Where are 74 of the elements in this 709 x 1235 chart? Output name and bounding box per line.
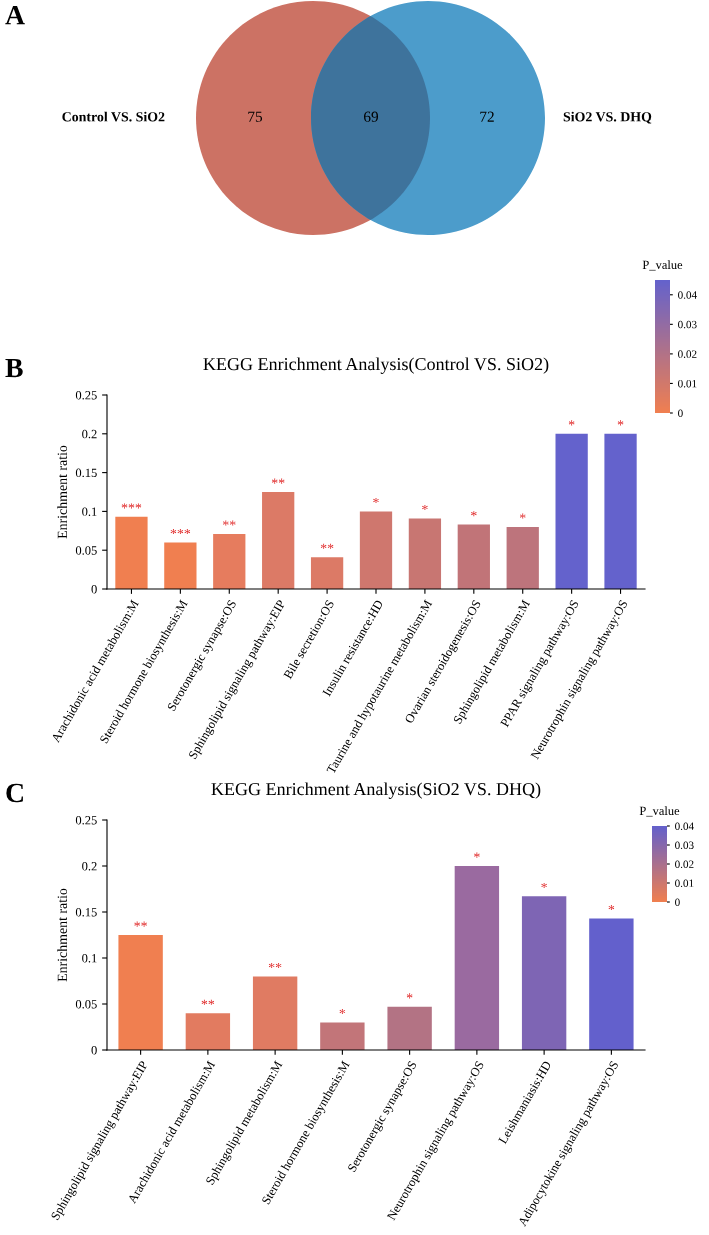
y-tick-label: 0.15 — [75, 908, 97, 917]
y-tick-label: 0.1 — [82, 507, 97, 516]
data-label: * — [617, 420, 624, 426]
data-label: * — [541, 882, 547, 889]
bar — [164, 542, 197, 589]
color-bar-label: 0.03 — [675, 841, 694, 850]
y-axis-title: Enrichment ratio — [57, 445, 68, 539]
y-tick-label: 0.05 — [75, 546, 97, 555]
y-axis-title: Enrichment ratio — [57, 888, 68, 982]
bar — [408, 518, 442, 589]
data-label: * — [519, 513, 526, 519]
y-tick-label: 0.05 — [75, 1000, 97, 1009]
bar — [555, 433, 588, 589]
bar — [454, 866, 500, 1050]
color-bar-label: 0.04 — [678, 291, 697, 299]
bar — [604, 433, 637, 589]
chart-title: KEGG Enrichment Analysis(SiO2 VS. DHQ) — [211, 782, 541, 799]
color-bar-label: 0.02 — [675, 860, 694, 869]
bar — [387, 1006, 432, 1050]
color-bar-label: 0 — [675, 898, 680, 906]
chart-title: KEGG Enrichment Analysis(Control VS. SiO2) — [203, 357, 549, 374]
color-bar-title: P_value — [642, 260, 683, 271]
data-label: * — [406, 993, 413, 999]
text: A — [5, 5, 25, 25]
y-tick-label: 0.2 — [82, 429, 97, 439]
category-label: SiO2 VS. DHQ — [563, 111, 652, 124]
data-label: * — [568, 420, 575, 426]
text: B — [5, 358, 23, 378]
bar — [115, 516, 148, 589]
data-label: 72 — [480, 111, 494, 122]
category-label: Control VS. SiO2 — [62, 111, 165, 122]
color-bar-label: 0.01 — [675, 879, 694, 888]
y-tick-label: 0.25 — [75, 391, 97, 400]
bar — [359, 511, 393, 589]
data-label: ** — [271, 478, 285, 484]
bar — [118, 935, 163, 1050]
bar — [262, 492, 295, 589]
data-label: ** — [134, 921, 147, 927]
data-label: ** — [201, 999, 215, 1005]
data-label: * — [422, 504, 428, 511]
data-label: * — [339, 1008, 346, 1015]
bar — [521, 896, 567, 1050]
y-tick-label: 0.25 — [75, 816, 97, 825]
data-label: ** — [223, 520, 236, 526]
data-label: ** — [268, 962, 282, 969]
y-tick-label: 0.1 — [82, 954, 97, 963]
color-bar-label: 0 — [678, 409, 683, 417]
data-label: * — [471, 511, 477, 517]
bar — [589, 918, 634, 1050]
bar — [506, 526, 539, 589]
bar — [213, 533, 246, 589]
y-tick-label: 0.2 — [82, 862, 97, 871]
data-label: 75 — [248, 111, 263, 122]
data-label: *** — [121, 503, 142, 509]
color-bar-label: 0.01 — [678, 379, 697, 388]
y-tick-label: 0 — [91, 585, 97, 594]
bar — [252, 976, 298, 1050]
y-tick-label: 0.15 — [75, 468, 97, 478]
color-bar-label: 0.04 — [675, 822, 694, 831]
bar — [185, 1013, 231, 1050]
data-label: * — [608, 905, 615, 911]
color-bar-label: 0.03 — [678, 320, 697, 329]
bar — [320, 1022, 365, 1050]
color-bar-title: P_value — [639, 806, 680, 817]
data-label: ** — [320, 543, 334, 549]
data-label: 69 — [364, 111, 379, 122]
bar — [310, 557, 344, 589]
data-label: *** — [170, 529, 191, 535]
y-tick-label: 0 — [91, 1046, 97, 1055]
text: C — [6, 783, 23, 803]
bar — [457, 524, 490, 589]
data-label: * — [373, 497, 379, 504]
color-bar-label: 0.02 — [678, 350, 697, 358]
data-label: * — [474, 852, 480, 858]
